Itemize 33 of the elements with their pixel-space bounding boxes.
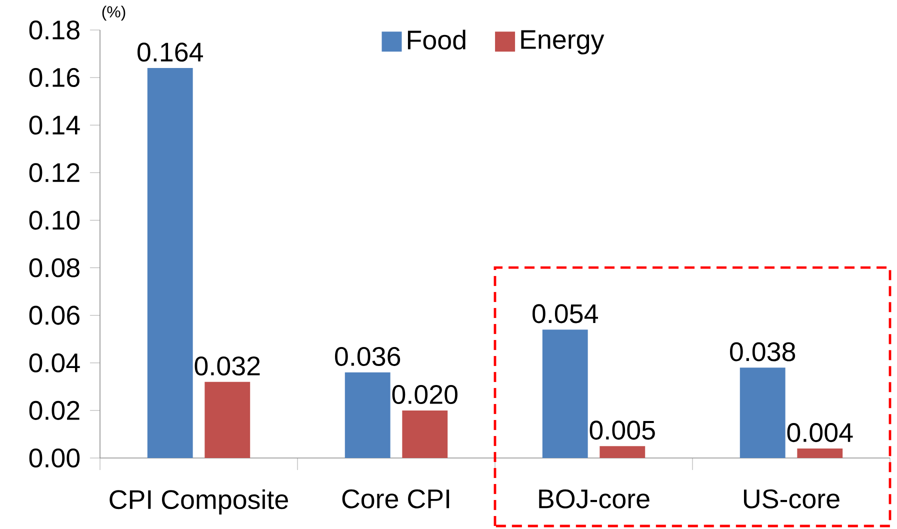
bar <box>600 446 646 458</box>
y-tick-label: 0.08 <box>29 258 80 278</box>
bar <box>402 410 448 458</box>
bar <box>797 448 843 458</box>
y-tick-label: 0.16 <box>29 68 80 88</box>
legend-label: Food <box>408 30 466 50</box>
y-tick-label: 0.12 <box>29 163 80 182</box>
data-label: 0.054 <box>532 304 598 324</box>
bar <box>344 372 390 458</box>
y-tick-label: 0.04 <box>29 353 80 372</box>
bar <box>204 382 250 458</box>
y-tick-label: 0.18 <box>29 20 80 40</box>
bar <box>740 368 786 458</box>
y-tick-label: 0.00 <box>29 448 80 468</box>
data-label: 0.036 <box>335 346 400 366</box>
data-label: 0.020 <box>392 385 458 404</box>
data-label: 0.005 <box>590 420 655 440</box>
y-tick-label: 0.02 <box>29 400 80 420</box>
x-tick-label: CPI Composite <box>110 489 288 514</box>
bar <box>147 68 193 458</box>
legend-label: Energy <box>521 30 604 54</box>
y-axis-title: (%) <box>102 6 126 21</box>
x-tick-label: BOJ-core <box>539 489 650 508</box>
data-label: 0.164 <box>138 42 203 62</box>
y-tick-label: 0.14 <box>29 116 80 135</box>
bar <box>542 330 588 458</box>
data-label: 0.032 <box>194 356 260 376</box>
data-label: 0.038 <box>730 342 796 362</box>
y-tick-label: 0.10 <box>29 210 80 230</box>
x-tick-label: US-core <box>744 489 840 508</box>
x-tick-label: Core CPI <box>342 489 450 508</box>
data-label: 0.004 <box>787 423 853 442</box>
y-tick-label: 0.06 <box>29 306 80 325</box>
